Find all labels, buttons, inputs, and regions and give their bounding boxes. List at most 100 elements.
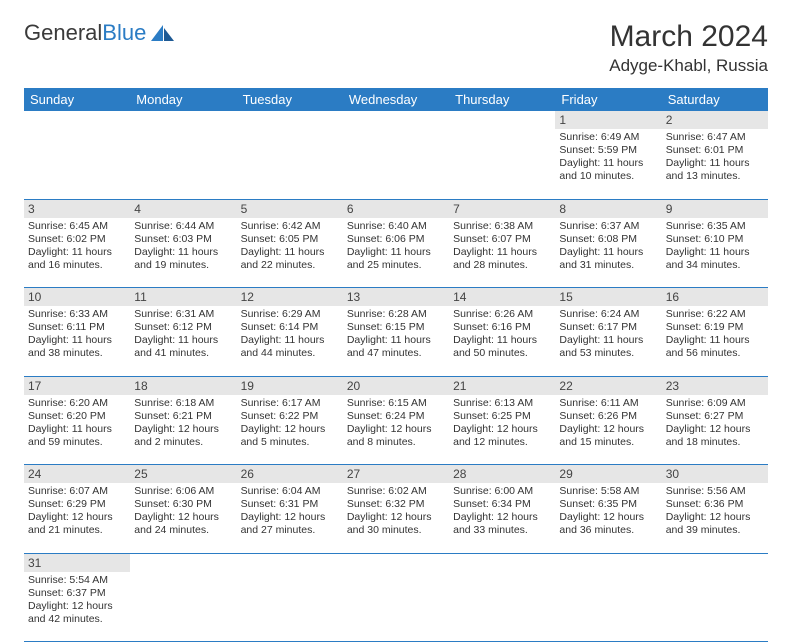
day-cell	[130, 129, 236, 199]
daylight: Daylight: 11 hours and 25 minutes.	[347, 246, 445, 272]
sunrise: Sunrise: 6:29 AM	[241, 308, 339, 321]
day-number: 11	[134, 290, 232, 305]
day-cell: Sunrise: 6:33 AMSunset: 6:11 PMDaylight:…	[24, 306, 130, 376]
day-content-row: Sunrise: 6:49 AMSunset: 5:59 PMDaylight:…	[24, 129, 768, 199]
sunset: Sunset: 6:03 PM	[134, 233, 232, 246]
day-cell: Sunrise: 6:29 AMSunset: 6:14 PMDaylight:…	[237, 306, 343, 376]
day-number: 29	[559, 467, 657, 482]
title-block: March 2024 Adyge-Khabl, Russia	[609, 20, 768, 76]
daylight: Daylight: 12 hours and 12 minutes.	[453, 423, 551, 449]
day-cell: Sunrise: 6:15 AMSunset: 6:24 PMDaylight:…	[343, 395, 449, 465]
day-cell: Sunrise: 6:31 AMSunset: 6:12 PMDaylight:…	[130, 306, 236, 376]
sunrise: Sunrise: 6:35 AM	[666, 220, 764, 233]
day-number-cell: 30	[662, 465, 768, 484]
day-cell	[237, 129, 343, 199]
day-number-cell: 24	[24, 465, 130, 484]
sunrise: Sunrise: 6:06 AM	[134, 485, 232, 498]
day-number-cell: 1	[555, 111, 661, 129]
sunrise: Sunrise: 5:56 AM	[666, 485, 764, 498]
sunrise: Sunrise: 6:07 AM	[28, 485, 126, 498]
sunset: Sunset: 5:59 PM	[559, 144, 657, 157]
sunset: Sunset: 6:25 PM	[453, 410, 551, 423]
day-cell: Sunrise: 6:37 AMSunset: 6:08 PMDaylight:…	[555, 218, 661, 288]
day-cell: Sunrise: 6:40 AMSunset: 6:06 PMDaylight:…	[343, 218, 449, 288]
day-cell: Sunrise: 6:47 AMSunset: 6:01 PMDaylight:…	[662, 129, 768, 199]
sunrise: Sunrise: 6:18 AM	[134, 397, 232, 410]
day-number: 8	[559, 202, 657, 217]
sunrise: Sunrise: 6:28 AM	[347, 308, 445, 321]
day-number-row: 17181920212223	[24, 376, 768, 395]
day-number: 12	[241, 290, 339, 305]
day-number-cell: 21	[449, 376, 555, 395]
day-cell	[449, 572, 555, 642]
day-number-row: 10111213141516	[24, 288, 768, 307]
location: Adyge-Khabl, Russia	[609, 56, 768, 76]
day-number-cell	[555, 553, 661, 572]
day-number: 15	[559, 290, 657, 305]
day-number-cell: 7	[449, 199, 555, 218]
day-content-row: Sunrise: 6:07 AMSunset: 6:29 PMDaylight:…	[24, 483, 768, 553]
day-cell: Sunrise: 6:22 AMSunset: 6:19 PMDaylight:…	[662, 306, 768, 376]
day-number-cell: 27	[343, 465, 449, 484]
sunset: Sunset: 6:10 PM	[666, 233, 764, 246]
day-number-cell	[449, 111, 555, 129]
day-cell: Sunrise: 6:13 AMSunset: 6:25 PMDaylight:…	[449, 395, 555, 465]
day-number-cell: 26	[237, 465, 343, 484]
day-header: Wednesday	[343, 88, 449, 111]
sunset: Sunset: 6:21 PM	[134, 410, 232, 423]
daylight: Daylight: 12 hours and 27 minutes.	[241, 511, 339, 537]
day-header-row: SundayMondayTuesdayWednesdayThursdayFrid…	[24, 88, 768, 111]
day-number-cell: 23	[662, 376, 768, 395]
daylight: Daylight: 11 hours and 16 minutes.	[28, 246, 126, 272]
day-number-cell: 9	[662, 199, 768, 218]
daylight: Daylight: 11 hours and 13 minutes.	[666, 157, 764, 183]
day-cell: Sunrise: 6:09 AMSunset: 6:27 PMDaylight:…	[662, 395, 768, 465]
day-header: Tuesday	[237, 88, 343, 111]
daylight: Daylight: 11 hours and 19 minutes.	[134, 246, 232, 272]
sunset: Sunset: 6:07 PM	[453, 233, 551, 246]
day-number: 4	[134, 202, 232, 217]
day-cell: Sunrise: 6:18 AMSunset: 6:21 PMDaylight:…	[130, 395, 236, 465]
day-number-cell: 2	[662, 111, 768, 129]
day-cell: Sunrise: 5:58 AMSunset: 6:35 PMDaylight:…	[555, 483, 661, 553]
day-number: 2	[666, 113, 764, 128]
day-cell: Sunrise: 6:04 AMSunset: 6:31 PMDaylight:…	[237, 483, 343, 553]
sunrise: Sunrise: 6:40 AM	[347, 220, 445, 233]
day-number-cell: 18	[130, 376, 236, 395]
day-number-cell	[237, 111, 343, 129]
logo-general: General	[24, 20, 102, 45]
day-number-cell: 16	[662, 288, 768, 307]
day-number-cell: 3	[24, 199, 130, 218]
sunrise: Sunrise: 6:33 AM	[28, 308, 126, 321]
sunset: Sunset: 6:27 PM	[666, 410, 764, 423]
day-number: 31	[28, 556, 126, 571]
sunrise: Sunrise: 5:58 AM	[559, 485, 657, 498]
day-cell: Sunrise: 6:11 AMSunset: 6:26 PMDaylight:…	[555, 395, 661, 465]
sunset: Sunset: 6:36 PM	[666, 498, 764, 511]
day-number-cell: 11	[130, 288, 236, 307]
sunrise: Sunrise: 6:42 AM	[241, 220, 339, 233]
day-cell: Sunrise: 6:06 AMSunset: 6:30 PMDaylight:…	[130, 483, 236, 553]
day-cell: Sunrise: 6:38 AMSunset: 6:07 PMDaylight:…	[449, 218, 555, 288]
calendar-table: SundayMondayTuesdayWednesdayThursdayFrid…	[24, 88, 768, 642]
day-content-row: Sunrise: 6:45 AMSunset: 6:02 PMDaylight:…	[24, 218, 768, 288]
sunrise: Sunrise: 6:00 AM	[453, 485, 551, 498]
sunrise: Sunrise: 5:54 AM	[28, 574, 126, 587]
day-number: 16	[666, 290, 764, 305]
day-number-cell: 17	[24, 376, 130, 395]
daylight: Daylight: 11 hours and 34 minutes.	[666, 246, 764, 272]
sunset: Sunset: 6:14 PM	[241, 321, 339, 334]
daylight: Daylight: 11 hours and 10 minutes.	[559, 157, 657, 183]
daylight: Daylight: 11 hours and 28 minutes.	[453, 246, 551, 272]
day-cell: Sunrise: 6:17 AMSunset: 6:22 PMDaylight:…	[237, 395, 343, 465]
day-header: Monday	[130, 88, 236, 111]
daylight: Daylight: 12 hours and 21 minutes.	[28, 511, 126, 537]
day-number: 19	[241, 379, 339, 394]
daylight: Daylight: 11 hours and 44 minutes.	[241, 334, 339, 360]
day-number-cell	[343, 111, 449, 129]
day-cell: Sunrise: 6:49 AMSunset: 5:59 PMDaylight:…	[555, 129, 661, 199]
day-number-cell: 6	[343, 199, 449, 218]
day-number: 14	[453, 290, 551, 305]
day-number-cell	[343, 553, 449, 572]
daylight: Daylight: 11 hours and 22 minutes.	[241, 246, 339, 272]
